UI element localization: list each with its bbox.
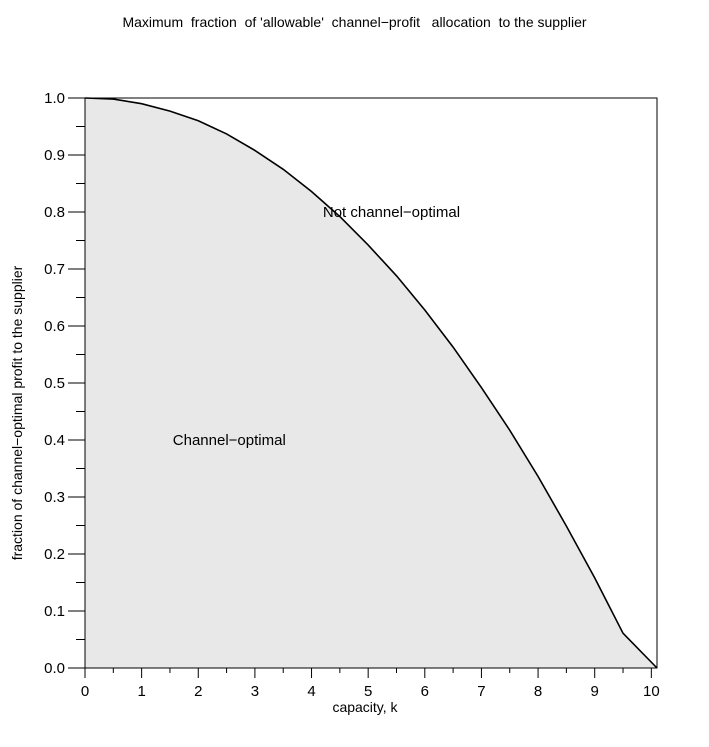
y-tick-label: 0.5 [44, 375, 65, 392]
x-tick-label: 4 [307, 683, 315, 700]
x-tick-label: 2 [194, 683, 202, 700]
chart-title: Maximum fraction of 'allowable' channel−… [122, 14, 587, 30]
y-tick-label: 0.7 [44, 261, 65, 278]
x-tick-label: 8 [534, 683, 542, 700]
region-annotation: Channel−optimal [173, 432, 286, 449]
x-tick-label: 0 [81, 683, 89, 700]
x-tick-label: 7 [477, 683, 485, 700]
y-tick-label: 0.2 [44, 546, 65, 563]
area-fill-0 [85, 98, 657, 668]
x-axis-label: capacity, k [332, 699, 398, 715]
x-tick-label: 3 [251, 683, 259, 700]
x-tick-label: 1 [137, 683, 145, 700]
x-tick-label: 5 [364, 683, 372, 700]
y-axis-label: fraction of channel−optimal profit to th… [9, 265, 25, 560]
y-tick-label: 0.6 [44, 318, 65, 335]
y-tick-label: 0.4 [44, 432, 65, 449]
y-tick-label: 0.9 [44, 147, 65, 164]
y-tick-label: 0.3 [44, 489, 65, 506]
x-tick-label: 9 [591, 683, 599, 700]
x-tick-label: 10 [643, 683, 660, 700]
y-tick-label: 0.1 [44, 603, 65, 620]
region-annotation: Not channel−optimal [323, 204, 460, 221]
y-tick-label: 0.0 [44, 660, 65, 677]
y-tick-label: 1.0 [44, 90, 65, 107]
y-tick-label: 0.8 [44, 204, 65, 221]
series-line-0 [84, 97, 658, 669]
x-tick-label: 6 [421, 683, 429, 700]
